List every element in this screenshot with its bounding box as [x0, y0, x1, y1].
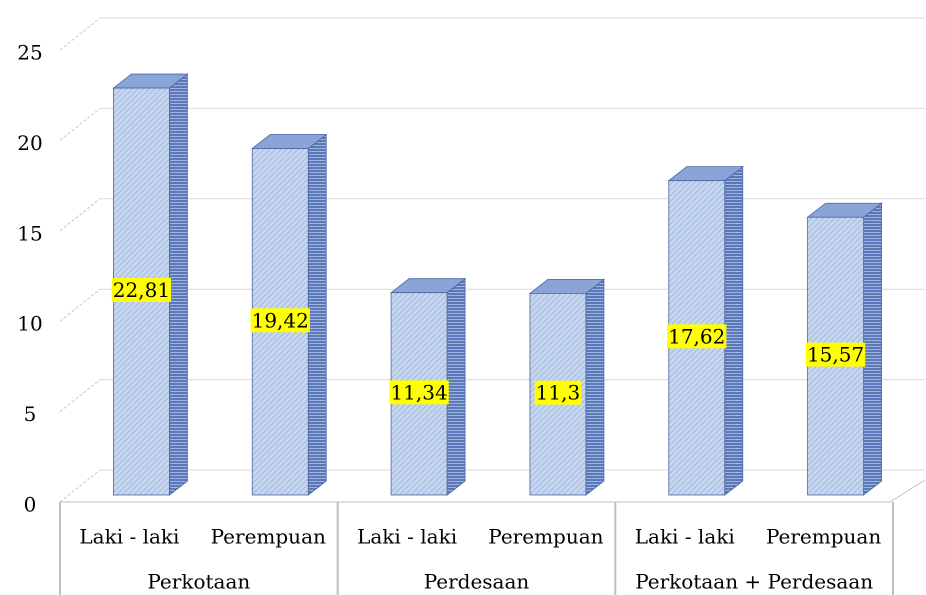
bar-side — [169, 73, 188, 496]
value-label-bg — [111, 278, 172, 303]
grid-line — [59, 379, 101, 412]
floor-edge — [889, 479, 926, 503]
y-tick-label: 5 — [24, 402, 37, 426]
value-label-bg — [805, 342, 866, 367]
bar-side — [724, 165, 744, 496]
y-tick-label: 10 — [17, 312, 42, 336]
value-label: 22,81 — [113, 278, 170, 302]
grid-line — [59, 288, 101, 322]
value-label: 17,62 — [668, 324, 725, 348]
value-label: 15,57 — [807, 343, 864, 367]
y-tick-label: 15 — [17, 221, 42, 245]
y-tick-label: 25 — [17, 41, 42, 65]
grid-line — [59, 198, 101, 232]
group-label: Perdesaan — [424, 570, 530, 594]
bar-side — [863, 202, 882, 496]
x-tick-label: Laki - laki — [357, 525, 457, 549]
group-label: Perkotaan + Perdesaan — [635, 570, 873, 594]
y-tick-label: 0 — [24, 493, 37, 517]
value-label-bg — [667, 324, 727, 349]
value-label: 11,3 — [536, 381, 581, 405]
y-tick-label: 20 — [17, 131, 42, 155]
value-label-bg — [250, 308, 310, 333]
x-tick-label: Laki - laki — [79, 525, 179, 549]
grid-line — [59, 17, 101, 51]
bar-side — [585, 278, 605, 496]
bar-side — [307, 133, 327, 496]
grid-line — [59, 469, 101, 503]
x-tick-label: Perempuan — [766, 525, 881, 549]
grid-line — [59, 108, 101, 141]
value-label-bg — [389, 380, 449, 405]
x-tick-label: Perempuan — [488, 525, 603, 549]
x-tick-label: Perempuan — [211, 525, 326, 549]
bar-side — [446, 277, 466, 496]
value-label: 11,34 — [390, 380, 447, 404]
group-label: Perkotaan — [147, 570, 250, 594]
x-tick-label: Laki - laki — [635, 525, 735, 549]
value-label: 19,42 — [252, 308, 309, 332]
value-label-bg — [534, 380, 582, 405]
